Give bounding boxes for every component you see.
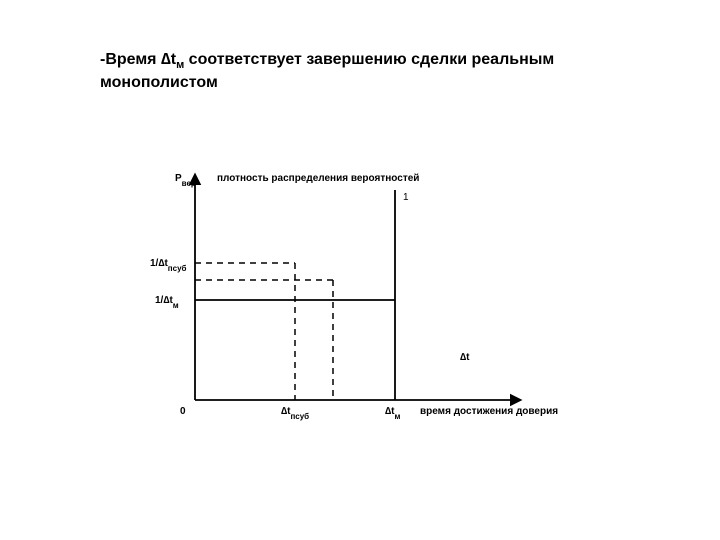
svg-text:1/∆tм: 1/∆tм [155, 295, 179, 310]
probability-density-chart: Рвер плотность распределения вероятностей… [100, 155, 620, 435]
svg-text:0: 0 [180, 406, 186, 417]
svg-text:1: 1 [403, 192, 409, 203]
svg-text:∆t: ∆t [460, 352, 470, 363]
svg-text:∆tм: ∆tм [385, 406, 400, 421]
svg-text:∆tпсуб: ∆tпсуб [281, 406, 309, 421]
title-text: -Время ∆tм соответствует завершению сдел… [100, 51, 554, 91]
page-title: -Время ∆tм соответствует завершению сдел… [100, 50, 620, 93]
svg-text:1/∆tпсуб: 1/∆tпсуб [150, 258, 187, 273]
svg-text:время достижения доверия: время достижения доверия [420, 406, 558, 417]
svg-text:Рвер: Рвер [175, 173, 196, 188]
svg-text:плотность распределения вероят: плотность распределения вероятностей [217, 173, 419, 184]
